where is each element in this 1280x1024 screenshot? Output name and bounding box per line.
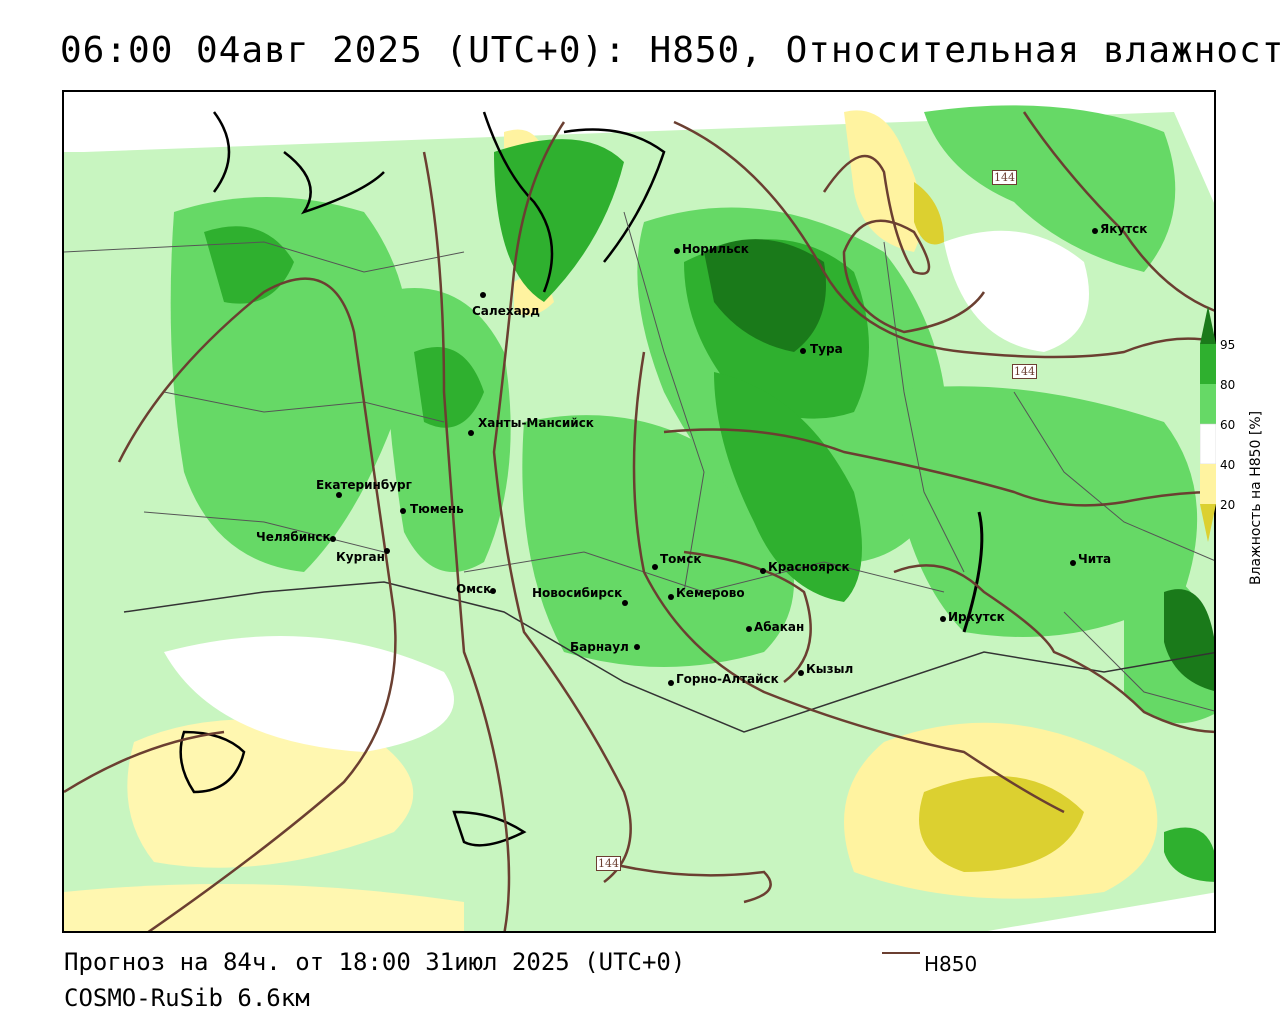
city-dot [746, 626, 752, 632]
city-dot [940, 616, 946, 622]
city-label: Кызыл [806, 662, 854, 676]
map-title: 06:00 04авг 2025 (UTC+0): H850, Относите… [60, 30, 1280, 71]
forecast-info: Прогноз на 84ч. от 18:00 31июл 2025 (UTC… [64, 948, 686, 976]
h850-legend-line [882, 952, 920, 954]
city-dot [668, 594, 674, 600]
map-canvas [64, 92, 1214, 931]
colorbar-tick: 60 [1220, 418, 1236, 432]
city-label: Чита [1078, 552, 1112, 566]
city-label: Челябинск [256, 530, 331, 544]
city-dot [480, 292, 486, 298]
city-dot [652, 564, 658, 570]
city-label: Новосибирск [532, 586, 623, 600]
city-dot [336, 492, 342, 498]
city-label: Салехард [472, 304, 540, 318]
humidity-map: 144 144 144 Норильск Якутск Салехард Тур… [62, 90, 1216, 933]
model-name: COSMO-RuSib 6.6км [64, 984, 310, 1012]
city-label: Томск [660, 552, 702, 566]
city-label: Тюмень [410, 502, 464, 516]
city-label: Иркутск [948, 610, 1005, 624]
contour-label: 144 [596, 856, 621, 871]
city-label: Горно-Алтайск [676, 672, 779, 686]
city-dot [668, 680, 674, 686]
city-dot [1070, 560, 1076, 566]
city-dot [468, 430, 474, 436]
colorbar-label: Влажность на H850 [%] [1248, 410, 1264, 585]
city-dot [760, 568, 766, 574]
city-dot [400, 508, 406, 514]
city-label: Барнаул [570, 640, 629, 654]
city-label: Ханты-Мансийск [478, 416, 594, 430]
city-dot [622, 600, 628, 606]
colorbar-tick: 40 [1220, 458, 1236, 472]
h850-contours [64, 111, 1214, 931]
h850-legend-label: H850 [924, 952, 978, 976]
city-label: Тура [810, 342, 843, 356]
city-label: Екатеринбург [316, 478, 412, 492]
city-dot [634, 644, 640, 650]
contour-label: 144 [992, 170, 1017, 185]
city-dot [490, 588, 496, 594]
city-dot [798, 670, 804, 676]
city-dot [674, 248, 680, 254]
city-dot [1092, 228, 1098, 234]
colorbar-tick: 80 [1220, 378, 1236, 392]
city-label: Курган [336, 550, 385, 564]
humidity-colorbar [1200, 306, 1216, 542]
city-label: Якутск [1100, 222, 1148, 236]
colorbar-tick: 95 [1220, 338, 1236, 352]
contour-label: 144 [1012, 364, 1037, 379]
city-dot [330, 536, 336, 542]
city-label: Омск [456, 582, 492, 596]
city-label: Красноярск [768, 560, 850, 574]
city-label: Кемерово [676, 586, 745, 600]
city-label: Абакан [754, 620, 805, 634]
city-dot [384, 548, 390, 554]
city-label: Норильск [682, 242, 749, 256]
city-dot [800, 348, 806, 354]
colorbar-tick: 20 [1220, 498, 1236, 512]
